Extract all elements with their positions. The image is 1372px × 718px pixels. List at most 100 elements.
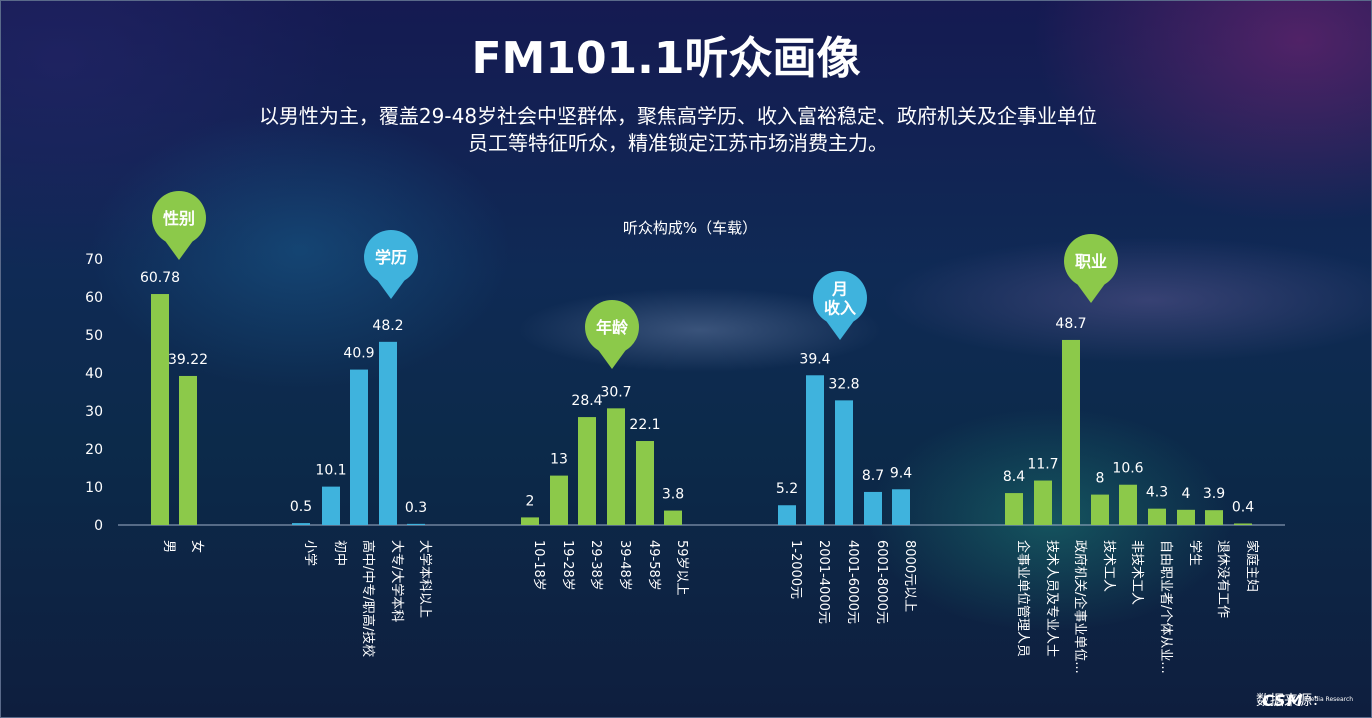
subtitle-line-2: 员工等特征听众，精准锁定江苏市场消费主力。 xyxy=(468,131,888,155)
category-label: 39-48岁 xyxy=(617,540,632,591)
bar xyxy=(521,517,539,525)
subtitle-line-1: 以男性为主，覆盖29-48岁社会中坚群体，聚焦高学历、收入富裕稳定、政府机关及企… xyxy=(258,104,1098,128)
y-tick-label: 30 xyxy=(85,404,103,420)
group-marker-label: 性别 xyxy=(163,209,195,228)
group-marker xyxy=(152,191,206,245)
csm-logo: CSM Media Research xyxy=(1262,690,1353,710)
data-label: 8.4 xyxy=(1003,469,1025,485)
csm-logo-subtext: Media Research xyxy=(1305,696,1354,703)
y-tick-label: 0 xyxy=(94,518,103,534)
data-label: 22.1 xyxy=(629,417,660,433)
category-label: 初中 xyxy=(332,540,347,566)
y-tick-label: 70 xyxy=(85,252,103,268)
category-label: 小学 xyxy=(302,540,318,566)
category-label: 4001-6000元 xyxy=(845,540,860,624)
category-label: 自由职业者/个体从业... xyxy=(1158,540,1173,674)
data-label: 0.4 xyxy=(1232,499,1254,515)
bar xyxy=(350,369,368,525)
category-label: 49-58岁 xyxy=(646,540,661,591)
bar xyxy=(151,294,169,525)
category-label: 大专/大学本科 xyxy=(389,540,405,622)
category-label: 29-38岁 xyxy=(588,540,603,591)
category-label: 19-28岁 xyxy=(560,540,575,591)
data-label: 9.4 xyxy=(890,465,912,481)
category-label: 非技术工人 xyxy=(1129,540,1144,605)
data-label: 11.7 xyxy=(1027,457,1058,473)
bar xyxy=(292,523,310,525)
bar xyxy=(1091,494,1109,525)
data-label: 39.4 xyxy=(799,351,830,367)
group-marker xyxy=(585,300,639,354)
bar xyxy=(322,486,340,525)
group-marker-label: 收入 xyxy=(824,299,856,318)
y-tick-label: 60 xyxy=(85,290,103,306)
bar xyxy=(578,417,596,525)
bar xyxy=(664,510,682,525)
category-label: 2001-4000元 xyxy=(816,540,831,624)
data-label: 3.9 xyxy=(1203,486,1225,502)
group-marker-label: 月 xyxy=(831,280,848,299)
category-label: 59岁以上 xyxy=(674,540,689,596)
bar xyxy=(550,475,568,525)
bar xyxy=(379,341,397,525)
group-marker-label: 年龄 xyxy=(596,318,629,337)
category-label: 10-18岁 xyxy=(531,540,546,591)
group-marker xyxy=(364,230,418,284)
bar xyxy=(407,523,425,525)
page-title: FM101.1听众画像 xyxy=(471,33,861,84)
bar xyxy=(1119,484,1137,525)
csm-logo-text: CSM xyxy=(1262,690,1304,710)
bar xyxy=(1005,493,1023,525)
bar xyxy=(607,408,625,525)
data-label: 32.8 xyxy=(828,376,859,392)
category-label: 高中/中专/职高/技校 xyxy=(360,540,376,657)
group-marker-label: 职业 xyxy=(1075,252,1107,271)
category-label: 企事业单位管理人员 xyxy=(1015,540,1031,657)
y-tick-label: 20 xyxy=(85,442,103,458)
group-marker xyxy=(813,271,867,325)
bar xyxy=(1177,509,1195,525)
data-label: 60.78 xyxy=(140,270,180,286)
bar xyxy=(1205,510,1223,525)
y-tick-label: 50 xyxy=(85,328,103,344)
bar xyxy=(1148,508,1166,525)
bar xyxy=(1062,339,1080,525)
data-label: 40.9 xyxy=(343,346,374,362)
data-label: 8 xyxy=(1096,471,1105,487)
data-label: 2 xyxy=(526,493,535,509)
data-label: 5.2 xyxy=(776,481,798,497)
category-label: 8000元以上 xyxy=(902,540,917,612)
category-label: 6001-8000元 xyxy=(874,540,889,624)
data-label: 4.3 xyxy=(1146,485,1168,501)
category-label: 学生 xyxy=(1187,540,1203,566)
data-label: 48.2 xyxy=(372,318,403,334)
group-marker xyxy=(1064,234,1118,288)
data-label: 13 xyxy=(550,452,568,468)
y-tick-label: 40 xyxy=(85,366,103,382)
category-label: 家庭主妇 xyxy=(1244,540,1260,592)
data-label: 10.1 xyxy=(315,463,346,479)
category-label: 政府机关/企事业单位... xyxy=(1072,540,1088,674)
category-label: 技术工人 xyxy=(1101,540,1116,592)
category-label: 大学本科以上 xyxy=(417,540,433,618)
bar xyxy=(1034,480,1052,525)
y-tick-label: 10 xyxy=(85,480,103,496)
bar xyxy=(1234,523,1252,525)
category-label: 技术人员及专业人士 xyxy=(1044,540,1059,657)
source-label: 数据来源： xyxy=(1256,690,1326,710)
data-label: 28.4 xyxy=(571,393,602,409)
bar xyxy=(179,375,197,525)
category-label: 退休没有工作 xyxy=(1215,540,1230,618)
category-label: 1-2000元 xyxy=(788,540,803,599)
data-label: 4 xyxy=(1182,486,1191,502)
data-label: 39.22 xyxy=(168,352,208,368)
category-label: 女 xyxy=(189,540,205,553)
category-label: 男 xyxy=(161,540,176,553)
data-label: 30.7 xyxy=(600,384,631,400)
bar xyxy=(636,441,654,525)
bar xyxy=(835,400,853,525)
data-label: 10.6 xyxy=(1112,461,1143,477)
data-label: 48.7 xyxy=(1055,316,1086,332)
data-label: 3.8 xyxy=(662,487,684,503)
